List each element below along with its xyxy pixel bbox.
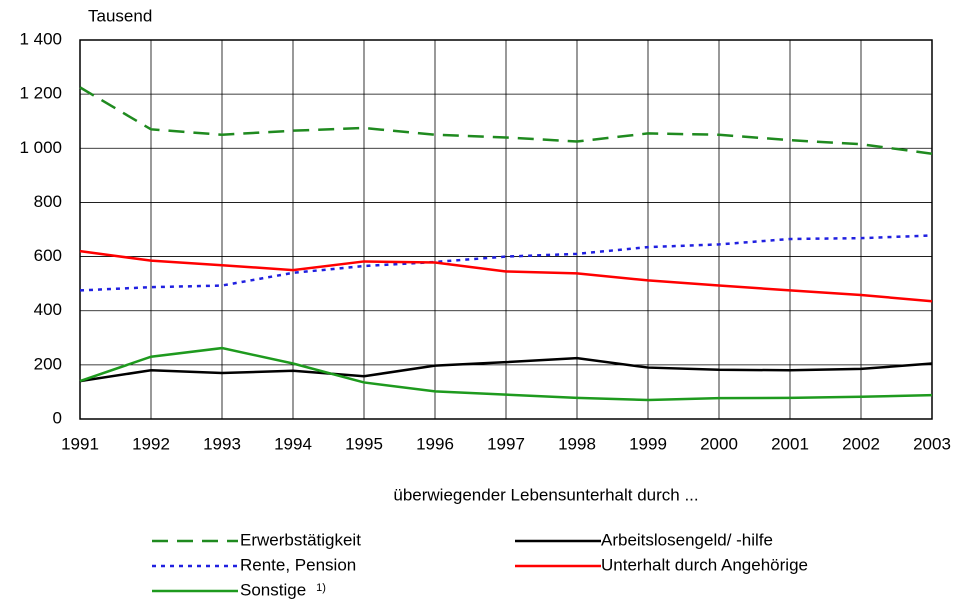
- x-tick-label: 2000: [700, 434, 738, 453]
- series-line: [79, 356, 933, 383]
- legend-item: Rente, Pension: [152, 555, 356, 574]
- x-tick-label: 1991: [61, 434, 99, 453]
- legend-label: Rente, Pension: [240, 555, 356, 574]
- y-tick-label: 1 400: [19, 29, 62, 48]
- series-line: [79, 346, 933, 402]
- x-tick-label: 1999: [629, 434, 667, 453]
- legend-item: Arbeitslosengeld/ -hilfe: [515, 530, 773, 549]
- x-tick-label: 1997: [487, 434, 525, 453]
- legend-label: Sonstige: [240, 580, 306, 599]
- series-line: [79, 86, 933, 155]
- x-axis-label: überwiegender Lebensunterhalt durch ...: [393, 485, 698, 504]
- y-tick-label: 0: [53, 408, 62, 427]
- y-tick-label: 1 200: [19, 84, 62, 103]
- y-axis-label: Tausend: [88, 6, 152, 25]
- x-tick-label: 1996: [416, 434, 454, 453]
- legend-item: Sonstige 1): [152, 580, 326, 599]
- y-tick-label: 1 000: [19, 138, 62, 157]
- legend-label: Erwerbstätigkeit: [240, 530, 361, 549]
- x-tick-label: 1992: [132, 434, 170, 453]
- x-tick-label: 2003: [913, 434, 951, 453]
- x-tick-label: 2001: [771, 434, 809, 453]
- y-tick-label: 800: [34, 192, 62, 211]
- y-tick-label: 200: [34, 354, 62, 373]
- legend-label: Unterhalt durch Angehörige: [601, 555, 808, 574]
- legend-label: Arbeitslosengeld/ -hilfe: [601, 530, 773, 549]
- legend-footnote: 1): [316, 582, 326, 594]
- x-tick-label: 2002: [842, 434, 880, 453]
- legend-item: Erwerbstätigkeit: [152, 530, 361, 549]
- plot-frame: [79, 39, 933, 420]
- x-tick-label: 1995: [345, 434, 383, 453]
- legend-item: Unterhalt durch Angehörige: [515, 555, 808, 574]
- x-tick-label: 1993: [203, 434, 241, 453]
- x-tick-label: 1994: [274, 434, 312, 453]
- x-tick-label: 1998: [558, 434, 596, 453]
- y-tick-label: 400: [34, 300, 62, 319]
- series-line: [79, 249, 933, 303]
- series-line: [79, 234, 933, 292]
- y-tick-label: 600: [34, 246, 62, 265]
